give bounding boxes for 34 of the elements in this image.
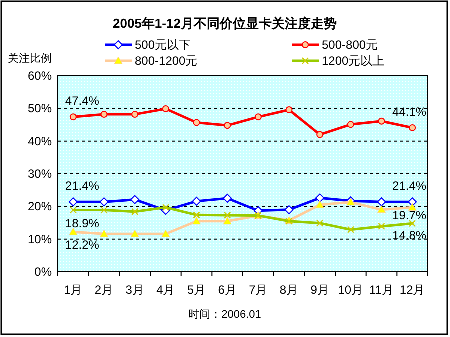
x-tick-label: 9月 xyxy=(310,283,330,297)
text: 时间：2006.01 xyxy=(188,308,262,321)
chart-title: 2005年1-12月不同价位显卡关注度走势 xyxy=(113,16,337,31)
legend-label: 800-1200元 xyxy=(135,54,198,68)
y-tick-label: 50% xyxy=(28,102,52,116)
data-label: 14.8% xyxy=(392,228,427,243)
y-tick-label: 20% xyxy=(28,200,52,214)
legend-label: 500元以下 xyxy=(135,38,192,52)
x-tick-label: 6月 xyxy=(218,283,237,297)
data-label: 47.4% xyxy=(65,94,100,108)
data-label: 12.2% xyxy=(65,238,100,252)
data-label: 18.9% xyxy=(65,216,100,230)
y-tick-label: 0% xyxy=(34,265,52,279)
x-tick-label: 5月 xyxy=(187,283,206,297)
data-label: 21.4% xyxy=(392,179,427,194)
y-tick-label: 40% xyxy=(28,134,52,148)
x-tick-label: 11月 xyxy=(370,283,394,297)
x-tick-label: 2月 xyxy=(94,283,114,297)
y-tick-label: 60% xyxy=(28,69,52,83)
data-label: 21.4% xyxy=(65,179,100,194)
y-tick-label: 30% xyxy=(28,167,52,181)
x-tick-label: 3月 xyxy=(126,283,144,297)
x-tick-label: 8月 xyxy=(280,283,299,297)
y-tick-label: 10% xyxy=(28,232,52,246)
x-tick-label: 12月 xyxy=(400,283,426,297)
x-tick-label: 10月 xyxy=(338,283,364,297)
y-axis-title: 关注比例 xyxy=(8,52,52,65)
x-tick-label: 1月 xyxy=(64,283,83,297)
x-tick-label: 4月 xyxy=(156,283,176,297)
x-tick-label: 7月 xyxy=(249,283,268,297)
data-label: 44.1% xyxy=(392,104,427,119)
legend-label: 1200元以上 xyxy=(322,54,385,68)
legend-label: 500-800元 xyxy=(322,38,378,52)
data-label: 19.7% xyxy=(392,208,427,223)
